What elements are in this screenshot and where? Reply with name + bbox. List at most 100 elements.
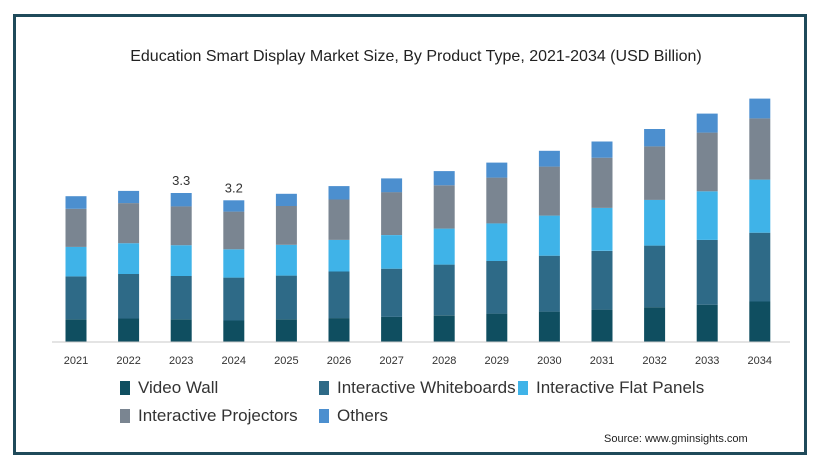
legend-swatch-interactive-flat-panels: [518, 381, 528, 395]
bar-segment-video-wall-2025: [275, 319, 297, 342]
bar-segment-video-wall-2023: [170, 319, 192, 342]
bar-segment-interactive-flat-panels-2027: [381, 235, 403, 269]
bar-segment-interactive-flat-panels-2029: [486, 223, 508, 261]
bar-segment-interactive-flat-panels-2026: [328, 239, 350, 272]
legend-label: Video Wall: [138, 378, 219, 397]
bar-segment-interactive-whiteboards-2033: [696, 239, 718, 305]
x-tick-label-2022: 2022: [116, 355, 140, 367]
bar-segment-others-2028: [433, 171, 455, 186]
bar-segment-interactive-flat-panels-2031: [591, 207, 613, 251]
data-label-2023: 3.3: [172, 173, 190, 188]
x-tick-label-2024: 2024: [222, 355, 246, 367]
x-tick-label-2021: 2021: [64, 355, 88, 367]
bar-segment-video-wall-2034: [749, 301, 771, 342]
bar-segment-video-wall-2026: [328, 318, 350, 342]
bar-segment-interactive-flat-panels-2033: [696, 191, 718, 240]
bars-group: [65, 98, 771, 342]
bar-segment-interactive-projectors-2030: [538, 166, 560, 216]
bar-segment-interactive-flat-panels-2032: [644, 199, 666, 246]
bar-segment-interactive-whiteboards-2024: [223, 277, 245, 321]
legend-item-interactive-whiteboards: Interactive Whiteboards: [319, 378, 516, 398]
bar-segment-interactive-projectors-2031: [591, 157, 613, 208]
bar-segment-others-2027: [381, 178, 403, 193]
bar-segment-interactive-projectors-2034: [749, 118, 771, 180]
bar-segment-interactive-flat-panels-2024: [223, 249, 245, 278]
bar-segment-video-wall-2031: [591, 309, 613, 342]
bar-segment-video-wall-2022: [118, 318, 140, 342]
bar-segment-interactive-flat-panels-2025: [275, 244, 297, 276]
source-note: Source: www.gminsights.com: [604, 433, 748, 445]
data-label-2024: 3.2: [225, 180, 243, 195]
x-tick-label-2030: 2030: [537, 355, 561, 367]
x-tick-label-2032: 2032: [642, 355, 666, 367]
bar-segment-video-wall-2029: [486, 313, 508, 342]
legend-item-video-wall: Video Wall: [120, 378, 218, 398]
bar-segment-others-2029: [486, 162, 508, 178]
legend-swatch-interactive-whiteboards: [319, 381, 329, 395]
x-tick-label-2034: 2034: [748, 355, 772, 367]
bar-segment-interactive-flat-panels-2034: [749, 179, 771, 233]
legend-label: Interactive Flat Panels: [536, 378, 705, 397]
bar-segment-interactive-whiteboards-2021: [65, 276, 87, 320]
bar-segment-interactive-projectors-2024: [223, 211, 245, 250]
bar-segment-interactive-whiteboards-2031: [591, 250, 613, 310]
bar-segment-others-2026: [328, 186, 350, 200]
legend-item-interactive-flat-panels: Interactive Flat Panels: [518, 378, 704, 398]
bar-segment-interactive-flat-panels-2023: [170, 245, 192, 276]
bar-segment-interactive-projectors-2026: [328, 199, 350, 240]
bar-segment-video-wall-2024: [223, 320, 245, 342]
bar-segment-video-wall-2030: [538, 311, 560, 342]
legend-swatch-interactive-projectors: [120, 409, 130, 423]
data-labels: 3.3 3.2: [172, 173, 243, 195]
x-tick-label-2023: 2023: [169, 355, 193, 367]
legend-item-interactive-projectors: Interactive Projectors: [120, 406, 298, 426]
bar-segment-interactive-whiteboards-2027: [381, 268, 403, 317]
bar-segment-interactive-whiteboards-2032: [644, 245, 666, 308]
bar-segment-others-2021: [65, 196, 87, 209]
bar-segment-interactive-whiteboards-2029: [486, 261, 508, 314]
legend-label: Interactive Projectors: [138, 406, 298, 425]
bar-segment-others-2033: [696, 113, 718, 133]
bar-segment-interactive-projectors-2022: [118, 203, 140, 244]
x-tick-label-2028: 2028: [432, 355, 456, 367]
bar-segment-video-wall-2021: [65, 319, 87, 342]
x-tick-label-2029: 2029: [485, 355, 509, 367]
x-tick-label-2031: 2031: [590, 355, 614, 367]
chart-title: Education Smart Display Market Size, By …: [130, 48, 702, 65]
x-tick-label-2027: 2027: [379, 355, 403, 367]
bar-segment-interactive-projectors-2023: [170, 206, 192, 246]
bar-segment-interactive-projectors-2027: [381, 192, 403, 235]
bar-segment-others-2032: [644, 129, 666, 147]
x-tick-label-2033: 2033: [695, 355, 719, 367]
bar-segment-interactive-whiteboards-2030: [538, 255, 560, 312]
x-tick-label-2026: 2026: [327, 355, 351, 367]
x-tick-label-2025: 2025: [274, 355, 298, 367]
legend-label: Interactive Whiteboards: [337, 378, 516, 397]
bar-segment-interactive-flat-panels-2028: [433, 228, 455, 265]
legend-item-others: Others: [319, 406, 388, 426]
bar-segment-interactive-whiteboards-2026: [328, 271, 350, 319]
legend-label: Others: [337, 406, 389, 425]
bar-segment-others-2034: [749, 98, 771, 119]
bar-segment-video-wall-2033: [696, 304, 718, 342]
bar-segment-others-2024: [223, 200, 245, 212]
bar-segment-interactive-projectors-2028: [433, 185, 455, 229]
bar-segment-interactive-whiteboards-2023: [170, 276, 192, 320]
bar-segment-interactive-whiteboards-2022: [118, 274, 140, 319]
bar-segment-others-2022: [118, 190, 140, 204]
bar-segment-interactive-flat-panels-2021: [65, 246, 87, 277]
bar-segment-others-2030: [538, 150, 560, 167]
bar-segment-interactive-projectors-2021: [65, 208, 87, 247]
bar-segment-interactive-flat-panels-2022: [118, 243, 140, 274]
bar-segment-interactive-projectors-2025: [275, 205, 297, 245]
bar-segment-interactive-whiteboards-2034: [749, 232, 771, 302]
bar-segment-others-2031: [591, 141, 613, 158]
bar-segment-interactive-projectors-2033: [696, 132, 718, 192]
bar-segment-interactive-whiteboards-2025: [275, 275, 297, 320]
chart-frame: [13, 14, 807, 455]
bar-segment-interactive-flat-panels-2030: [538, 215, 560, 256]
bar-segment-others-2023: [170, 193, 192, 207]
bar-segment-interactive-whiteboards-2028: [433, 264, 455, 316]
bar-segment-video-wall-2028: [433, 315, 455, 342]
